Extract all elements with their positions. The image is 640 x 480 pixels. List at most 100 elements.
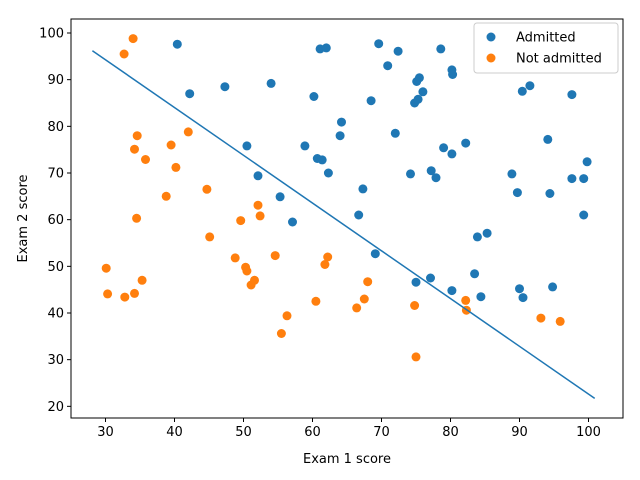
data-point-admitted xyxy=(567,90,577,100)
y-tick-label: 70 xyxy=(47,167,64,182)
y-tick-label: 60 xyxy=(47,213,64,228)
data-point-admitted xyxy=(370,249,380,259)
legend-label-not-admitted: Not admitted xyxy=(516,52,602,67)
data-point-admitted xyxy=(548,282,558,292)
data-point-not-admitted xyxy=(323,252,333,262)
data-point-not-admitted xyxy=(205,232,215,242)
data-point-not-admitted xyxy=(270,251,280,261)
data-point-not-admitted xyxy=(101,263,111,273)
data-point-admitted xyxy=(412,77,422,86)
data-point-admitted xyxy=(220,82,230,92)
x-tick-label: 90 xyxy=(511,425,528,440)
data-point-admitted xyxy=(567,174,577,184)
data-point-admitted xyxy=(366,96,376,106)
data-point-admitted xyxy=(579,174,589,184)
data-point-admitted xyxy=(337,117,346,127)
data-point-admitted xyxy=(431,173,441,183)
data-point-admitted xyxy=(323,168,333,178)
legend-box xyxy=(473,22,619,74)
data-point-admitted xyxy=(185,89,195,99)
data-point-not-admitted xyxy=(119,49,129,59)
decision-boundary-group xyxy=(91,50,596,400)
data-point-not-admitted xyxy=(311,296,321,306)
data-point-admitted xyxy=(335,131,345,141)
decision-boundary-line xyxy=(91,50,596,400)
data-point-admitted xyxy=(525,81,535,91)
y-tick-label: 40 xyxy=(47,307,64,322)
data-point-admitted xyxy=(413,94,423,104)
data-point-admitted xyxy=(470,269,480,279)
data-point-not-admitted xyxy=(130,144,139,154)
data-point-not-admitted xyxy=(120,292,130,302)
data-point-not-admitted xyxy=(137,275,147,285)
data-point-admitted xyxy=(390,128,400,138)
data-point-not-admitted xyxy=(276,329,286,338)
x-axis-label: Exam 1 score xyxy=(303,452,391,467)
data-point-admitted xyxy=(242,141,252,151)
y-tick-label: 20 xyxy=(47,400,64,415)
legend-marker-admitted xyxy=(486,32,496,42)
data-point-admitted xyxy=(426,166,436,176)
data-point-admitted xyxy=(439,143,449,153)
data-point-admitted xyxy=(266,78,276,88)
data-point-admitted xyxy=(411,277,421,287)
data-point-admitted xyxy=(275,192,285,202)
y-axis: 20 30 40 50 60 70 80 90 100 xyxy=(39,27,71,415)
y-axis-label: Exam 2 score xyxy=(16,174,31,262)
data-point-not-admitted xyxy=(128,34,138,44)
data-point-admitted xyxy=(393,46,403,56)
data-point-admitted xyxy=(317,155,327,165)
data-point-not-admitted xyxy=(161,191,171,201)
data-point-admitted xyxy=(579,210,589,220)
data-point-admitted xyxy=(300,141,310,151)
data-point-admitted xyxy=(447,286,457,296)
data-point-not-admitted xyxy=(171,162,181,172)
x-tick-label: 100 xyxy=(576,425,601,440)
data-point-admitted xyxy=(543,134,553,144)
data-point-admitted xyxy=(374,39,384,49)
data-point-not-admitted xyxy=(320,260,330,269)
plot-points xyxy=(101,34,592,362)
x-tick-label: 30 xyxy=(97,425,114,440)
data-point-admitted xyxy=(518,293,528,303)
x-tick-label: 60 xyxy=(304,425,321,440)
data-point-not-admitted xyxy=(282,311,292,321)
data-point-admitted xyxy=(253,171,263,181)
data-point-admitted xyxy=(321,43,331,53)
data-point-admitted xyxy=(172,39,182,49)
data-point-admitted xyxy=(472,232,482,242)
data-point-not-admitted xyxy=(536,313,546,323)
data-point-not-admitted xyxy=(253,200,263,210)
data-point-admitted xyxy=(507,169,517,179)
data-point-admitted xyxy=(545,189,555,198)
data-point-admitted xyxy=(582,157,592,167)
data-point-admitted xyxy=(288,217,297,227)
data-point-not-admitted xyxy=(255,211,265,221)
data-point-not-admitted xyxy=(202,184,212,194)
data-point-admitted xyxy=(358,184,368,194)
x-tick-label: 80 xyxy=(442,425,459,440)
data-point-not-admitted xyxy=(359,294,369,304)
data-point-not-admitted xyxy=(230,253,240,263)
data-point-admitted xyxy=(447,149,457,159)
y-tick-label: 30 xyxy=(47,353,64,368)
data-point-not-admitted xyxy=(352,303,362,313)
data-point-not-admitted xyxy=(363,277,373,287)
data-point-admitted xyxy=(517,86,527,96)
y-tick-label: 90 xyxy=(47,73,64,88)
data-point-admitted xyxy=(383,61,393,71)
data-point-admitted xyxy=(354,210,364,220)
data-point-admitted xyxy=(426,273,435,283)
x-tick-label: 40 xyxy=(166,425,183,440)
data-point-admitted xyxy=(482,228,492,238)
data-point-not-admitted xyxy=(410,301,420,310)
data-point-not-admitted xyxy=(236,216,246,226)
data-point-not-admitted xyxy=(132,131,142,141)
data-point-admitted xyxy=(418,87,428,97)
data-point-admitted xyxy=(512,188,522,198)
data-point-not-admitted xyxy=(411,352,421,362)
data-point-not-admitted xyxy=(250,275,259,285)
legend: Admitted Not admitted xyxy=(473,22,619,74)
x-tick-label: 50 xyxy=(235,425,252,440)
